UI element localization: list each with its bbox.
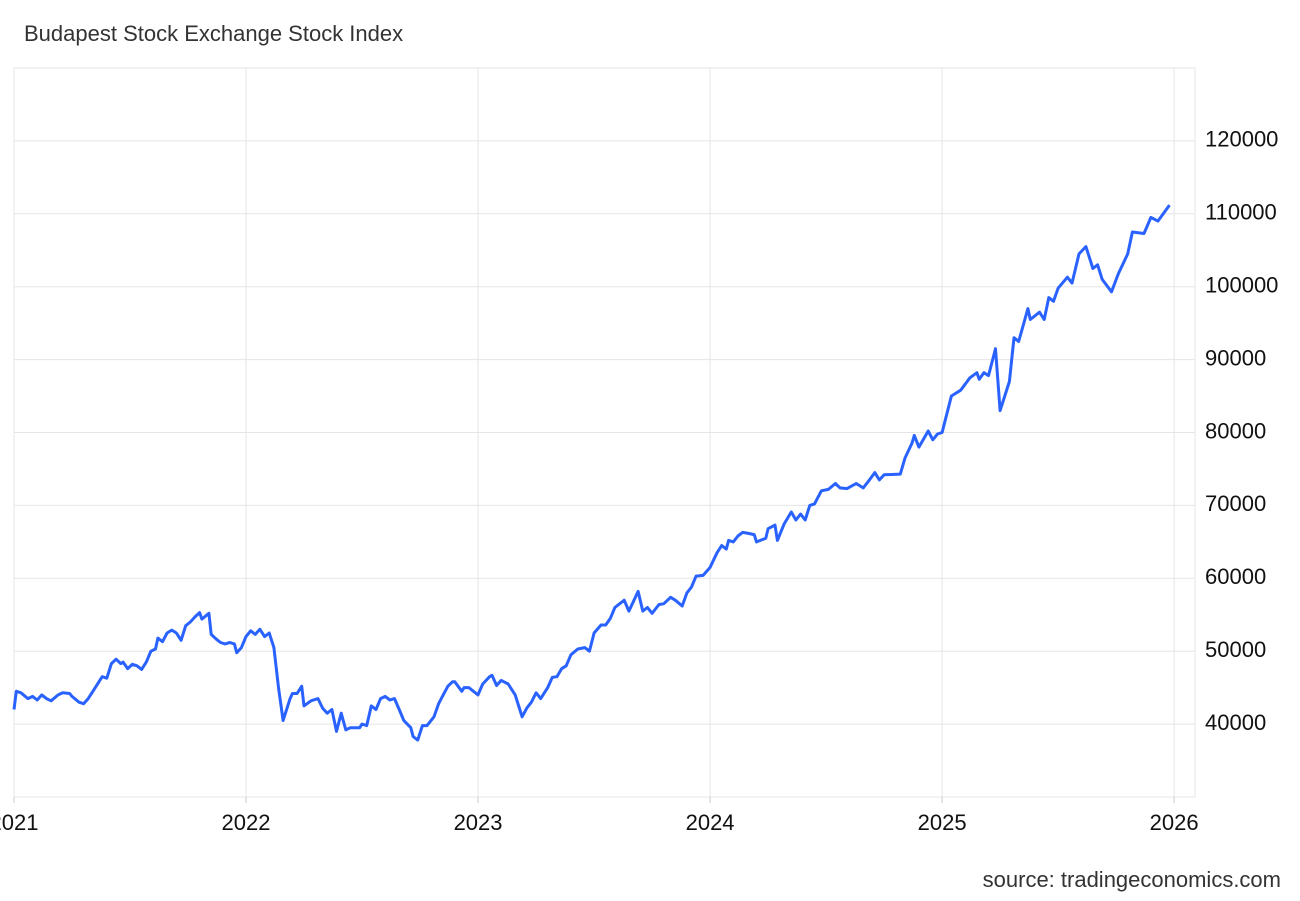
y-tick-label: 60000 — [1205, 564, 1266, 589]
y-tick-label: 70000 — [1205, 491, 1266, 516]
x-tick-label: 2024 — [686, 810, 735, 835]
x-tick-label: 2022 — [222, 810, 271, 835]
x-tick-label: 2026 — [1150, 810, 1199, 835]
y-tick-label: 120000 — [1205, 127, 1278, 152]
x-tick-label: 2025 — [918, 810, 967, 835]
y-tick-label: 80000 — [1205, 418, 1266, 443]
y-tick-label: 40000 — [1205, 710, 1266, 735]
y-tick-label: 100000 — [1205, 273, 1278, 298]
y-tick-label: 110000 — [1205, 200, 1277, 225]
data-line — [12, 204, 1171, 742]
y-tick-label: 50000 — [1205, 637, 1266, 662]
x-tick-label: 2023 — [454, 810, 503, 835]
chart-title: Budapest Stock Exchange Stock Index — [24, 21, 403, 46]
source-note: source: tradingeconomics.com — [983, 867, 1281, 892]
y-tick-label: 90000 — [1205, 345, 1266, 370]
x-tick-label: 2021 — [0, 810, 38, 835]
